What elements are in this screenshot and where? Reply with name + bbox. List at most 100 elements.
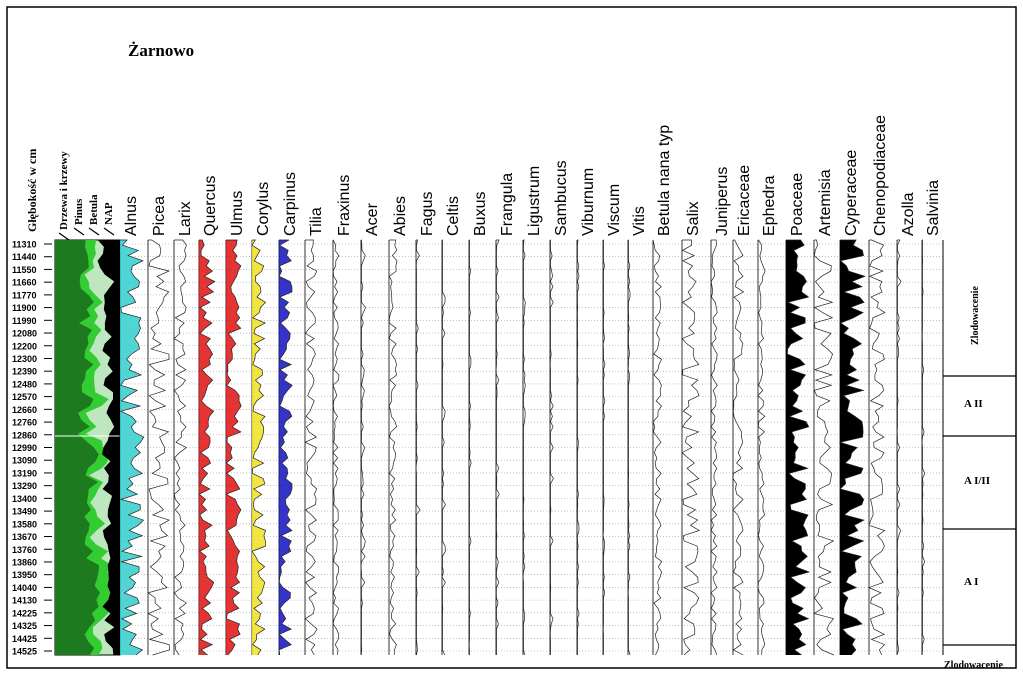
taxon-curve — [147, 239, 171, 656]
depth-tick-label: 13580 — [12, 519, 37, 529]
taxon-curve-fill — [252, 240, 266, 655]
depth-tick-label: 12080 — [12, 329, 37, 339]
zone-label: Zlodowacenie — [944, 660, 1003, 671]
taxon-curve — [119, 239, 145, 656]
chart-title: Żarnowo — [128, 41, 194, 60]
taxon-curve — [441, 239, 446, 656]
taxon-label: Fagus — [419, 192, 436, 236]
taxon-curve — [360, 239, 367, 656]
taxon-label: Ericaceae — [736, 165, 753, 236]
depth-tick-label: 14225 — [12, 608, 37, 618]
depth-tick-label: 11550 — [12, 265, 37, 275]
taxa-columns — [119, 239, 926, 656]
depth-tick-label: 13860 — [12, 557, 37, 567]
depth-axis-label: Głębokość w cm — [25, 149, 39, 232]
taxon-curve — [388, 239, 398, 656]
depth-tick-label: 14525 — [12, 647, 37, 657]
depth-tick-label: 13760 — [12, 545, 37, 555]
depth-tick-label: 13670 — [12, 532, 37, 542]
depth-tick-label: 12300 — [12, 354, 37, 364]
taxon-curve — [813, 239, 835, 656]
legend-marker — [88, 227, 100, 236]
taxon-label: Ligustrum — [526, 166, 543, 236]
taxon-label: Ulmus — [229, 191, 246, 236]
taxon-curve — [681, 239, 701, 656]
taxon-label: Carpinus — [282, 172, 299, 236]
taxon-curve — [757, 239, 766, 656]
taxon-curve-fill — [120, 240, 144, 655]
taxon-label: Cyperaceae — [843, 150, 860, 236]
taxon-label: Picea — [151, 196, 168, 236]
taxon-label: Ephedra — [761, 175, 778, 236]
taxon-label: Corylus — [255, 182, 272, 236]
summary-legend: Drzewa i krzewy Pinus Betula NAP — [58, 151, 115, 241]
zone-label: A I/II — [964, 475, 990, 487]
outer-frame — [6, 6, 1017, 669]
depth-tick-label: 12200 — [12, 341, 37, 351]
depth-tick-label: 12860 — [12, 430, 37, 440]
depth-tick-label: 14425 — [12, 634, 37, 644]
depth-tick-label: 11990 — [12, 316, 37, 326]
taxon-curve — [468, 239, 472, 655]
taxon-curve — [710, 239, 718, 656]
taxon-label: Salix — [685, 201, 702, 236]
depth-tick-label: 14130 — [12, 596, 37, 606]
taxon-curve — [652, 239, 663, 656]
depth-tick-label: 12480 — [12, 379, 37, 389]
taxon-label: Viburnum — [580, 168, 597, 236]
taxon-label: Acer — [364, 202, 381, 236]
zone-label: A I — [964, 576, 978, 588]
taxon-curve — [602, 239, 606, 656]
zone-label: A II — [964, 398, 983, 410]
taxon-curve — [198, 239, 216, 656]
taxon-curve-fill — [786, 240, 810, 655]
taxon-curve — [786, 239, 811, 656]
depth-gridlines — [120, 243, 943, 652]
depth-tick-label: 12570 — [12, 392, 37, 402]
depth-tick-label: 11770 — [12, 290, 37, 300]
taxon-curve — [225, 239, 242, 656]
taxon-label: Abies — [392, 196, 409, 236]
taxa-headers: Alnus Picea Larix Quercus Ulmus Corylus Carpin… — [123, 115, 942, 236]
summary-diagram — [54, 239, 121, 656]
depth-tick-label: 12760 — [12, 418, 37, 428]
taxon-curve — [495, 239, 500, 655]
legend-label: Drzewa i krzewy — [58, 151, 70, 230]
taxon-curve — [577, 239, 580, 655]
legend-label: Betula — [88, 194, 100, 225]
taxon-curve-fill — [199, 240, 215, 655]
depth-tick-label: 14325 — [12, 621, 37, 631]
trees-area — [55, 240, 101, 655]
taxon-label: Frangula — [499, 173, 516, 236]
legend-label: Pinus — [73, 198, 85, 225]
taxon-curve — [304, 239, 318, 656]
taxon-curve — [173, 239, 188, 656]
depth-tick-label: 14040 — [12, 583, 37, 593]
depth-tick-label: 11900 — [12, 303, 37, 313]
taxon-curve — [251, 239, 267, 656]
taxon-label: Fraxinus — [336, 175, 353, 236]
taxon-curve — [838, 239, 866, 656]
taxon-curve — [732, 239, 745, 656]
taxon-curve — [278, 239, 293, 656]
taxon-label: Buxus — [472, 192, 489, 236]
legend-marker — [103, 227, 115, 236]
depth-tick-label: 12990 — [12, 443, 37, 453]
taxon-label: Sambucus — [553, 160, 570, 236]
depth-tick-label: 13290 — [12, 481, 37, 491]
taxon-label: Poaceae — [789, 173, 806, 236]
taxon-label: Tilia — [308, 207, 325, 236]
taxon-curve — [868, 239, 886, 656]
depth-tick-label: 12660 — [12, 405, 37, 415]
taxon-curve — [415, 239, 421, 656]
taxon-label: Chenopodiaceae — [872, 115, 889, 236]
depth-tick-label: 13950 — [12, 570, 37, 580]
zone-panel: Zlodowacenie A II A I/II A I Zlodowacenie — [942, 240, 1016, 671]
taxon-curve — [627, 239, 631, 656]
depth-tick-label: 13400 — [12, 494, 37, 504]
taxon-label: Salvinia — [925, 180, 942, 236]
taxon-label: Vitis — [631, 206, 648, 236]
taxon-label: Quercus — [202, 176, 219, 236]
taxon-label: Viscum — [606, 184, 623, 236]
taxon-label: Azolla — [900, 192, 917, 236]
